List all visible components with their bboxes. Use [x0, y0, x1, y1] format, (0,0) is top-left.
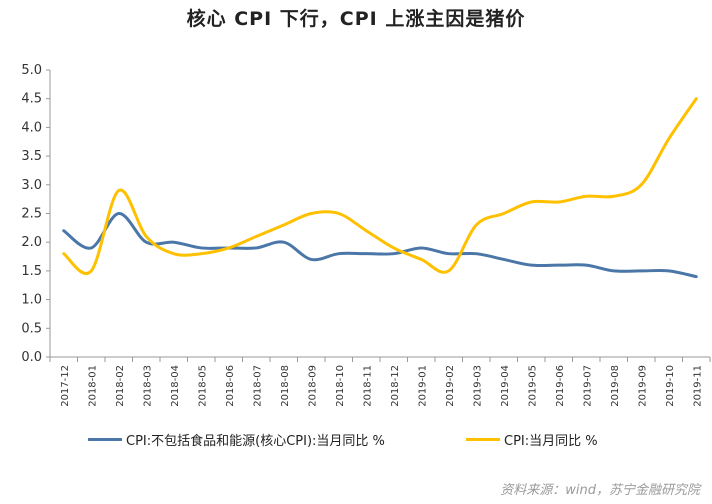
x-tick-label: 2019-06	[555, 365, 566, 407]
x-tick-label: 2018-01	[87, 365, 98, 407]
legend: CPI:不包括食品和能源(核心CPI):当月同比 % CPI:当月同比 %	[0, 430, 712, 454]
chart-axes	[49, 70, 710, 358]
x-tick-label: 2018-03	[142, 365, 153, 407]
legend-item-core-cpi: CPI:不包括食品和能源(核心CPI):当月同比 %	[88, 430, 385, 449]
y-tick-label: 2.0	[21, 235, 42, 250]
x-tick-label: 2019-05	[527, 365, 538, 407]
x-tick-label: 2019-10	[665, 365, 676, 407]
x-tick-label: 2018-04	[170, 365, 181, 407]
x-tick-label: 2019-02	[445, 365, 456, 407]
y-tick-label: 5.0	[21, 63, 42, 78]
x-tick-label: 2019-11	[692, 365, 703, 407]
x-tick-label: 2018-12	[390, 365, 401, 407]
x-tick-label: 2018-05	[197, 365, 208, 407]
series-line-cpi	[62, 97, 698, 275]
legend-label-cpi: CPI:当月同比 %	[504, 434, 598, 449]
y-tick-label: 2.5	[21, 207, 42, 222]
series-line-core-cpi	[62, 212, 698, 279]
y-tick-label: 0.0	[21, 350, 42, 365]
x-tick-label: 2018-11	[362, 365, 373, 407]
y-tick-label: 1.0	[21, 293, 42, 308]
legend-swatch-core-cpi	[88, 438, 122, 441]
x-tick-label: 2019-08	[610, 365, 621, 407]
x-tick-label: 2018-09	[307, 365, 318, 407]
y-tick-label: 3.0	[21, 178, 42, 193]
x-tick-label: 2019-07	[582, 365, 593, 407]
x-tick-label: 2019-01	[417, 365, 428, 407]
y-tick-label: 0.5	[21, 321, 42, 336]
x-tick-label: 2018-08	[280, 365, 291, 407]
x-tick-label: 2017-12	[60, 365, 71, 407]
legend-swatch-cpi	[466, 438, 500, 441]
x-tick-label: 2019-03	[472, 365, 483, 407]
x-tick-label: 2018-02	[115, 365, 126, 407]
x-tick-label: 2018-06	[225, 365, 236, 407]
y-tick-label: 1.5	[21, 264, 42, 279]
x-axis-ticks: 2017-12 2018-01 2018-02 2018-03 2018-04 2018-…	[49, 357, 711, 407]
x-tick-label: 2019-09	[637, 365, 648, 407]
x-tick-label: 2018-07	[252, 365, 263, 407]
legend-item-cpi: CPI:当月同比 %	[466, 430, 598, 449]
y-tick-label: 4.0	[21, 120, 42, 135]
y-tick-label: 4.5	[21, 92, 42, 107]
y-axis-ticks: 0.0 0.5 1.0 1.5 2.0 2.5 3.0 3.5 4.0 4.5 5.0	[21, 63, 50, 365]
y-tick-label: 3.5	[21, 149, 42, 164]
source-note: 资料来源：wind，苏宁金融研究院	[500, 483, 700, 498]
series-lines	[62, 97, 698, 279]
x-tick-label: 2019-04	[500, 365, 511, 407]
x-tick-label: 2018-10	[335, 365, 346, 407]
chart-title: 核心 CPI 下行，CPI 上涨主因是猪价	[186, 8, 526, 30]
legend-label-core-cpi: CPI:不包括食品和能源(核心CPI):当月同比 %	[126, 434, 385, 449]
